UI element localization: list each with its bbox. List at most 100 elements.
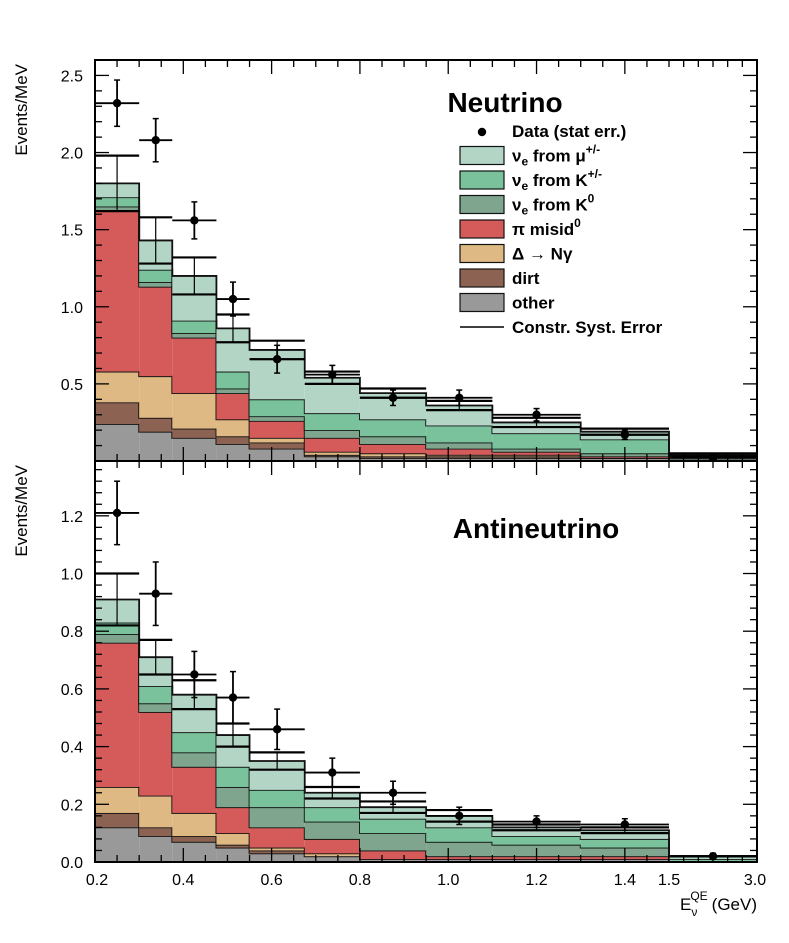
legend-swatch bbox=[459, 243, 505, 264]
data-point bbox=[190, 670, 199, 679]
bar-segment bbox=[359, 457, 427, 461]
legend-rest: from K bbox=[528, 196, 588, 215]
x-tick-label: 1.5 bbox=[658, 872, 680, 889]
x-tick-label: 0.2 bbox=[86, 872, 108, 889]
bar-segment bbox=[172, 766, 217, 813]
bar-segment bbox=[249, 850, 305, 854]
legend-entry-label: dirt bbox=[512, 269, 540, 288]
bar-segment bbox=[359, 833, 427, 851]
y-tick-label: 1.5 bbox=[61, 223, 83, 240]
data-point bbox=[112, 508, 122, 518]
bar-segment bbox=[172, 841, 217, 862]
bar-segment bbox=[216, 419, 250, 437]
bar-segment bbox=[139, 795, 173, 828]
bar-segment bbox=[95, 211, 140, 372]
y-tick-label: 0.2 bbox=[61, 797, 83, 814]
bar-segment bbox=[304, 792, 360, 808]
data-point bbox=[455, 811, 464, 821]
y-tick-label: 1.0 bbox=[61, 567, 83, 584]
bar-segment bbox=[139, 417, 173, 432]
data-point bbox=[532, 817, 541, 826]
x-tick-label: 0.4 bbox=[172, 872, 194, 889]
x-title-unit: (GeV) bbox=[712, 895, 757, 914]
legend-sup: 0 bbox=[588, 192, 595, 206]
data-point bbox=[228, 693, 238, 702]
legend-symbol: π bbox=[512, 220, 525, 239]
bar-segment bbox=[304, 456, 360, 461]
bar-segment bbox=[580, 838, 669, 848]
data-point bbox=[620, 430, 630, 439]
series--e-from-k- bbox=[95, 621, 757, 862]
bar-segment bbox=[95, 402, 140, 424]
bar-segment bbox=[359, 436, 427, 445]
data-point bbox=[151, 589, 160, 598]
y-axis: 0.0 0.2 0.4 0.6 0.8 1.0 1.2 bbox=[61, 469, 757, 872]
bar-segment bbox=[216, 766, 250, 787]
neutrino-panel: 0.5 1.0 1.5 2.0 2.5 Events/MeV Neutrino bbox=[12, 59, 758, 463]
bar-segment bbox=[172, 320, 217, 333]
legend-entry-label: other bbox=[512, 294, 555, 313]
panel-title: Antineutrino bbox=[453, 513, 619, 544]
bar-segment bbox=[304, 413, 360, 431]
bar-segment bbox=[139, 376, 173, 418]
bar-segment bbox=[216, 436, 250, 445]
data-point bbox=[190, 216, 199, 225]
legend-rest: from K bbox=[528, 171, 588, 190]
legend-entry-label: νe from K0 bbox=[512, 192, 595, 218]
x-tick-label: 1.2 bbox=[525, 872, 547, 889]
bar-segment bbox=[172, 732, 217, 753]
legend-entry-label: νe from K+/- bbox=[512, 167, 602, 193]
legend-sup: +/- bbox=[586, 143, 600, 157]
legend-swatch bbox=[459, 145, 505, 166]
bar-segment bbox=[359, 419, 427, 437]
bar-segment bbox=[95, 812, 140, 828]
bar-segment bbox=[304, 838, 360, 854]
bar-segment bbox=[426, 856, 493, 860]
data-point bbox=[272, 725, 282, 734]
legend-data-marker bbox=[477, 127, 487, 137]
legend-swatch bbox=[459, 170, 505, 190]
bar-segment bbox=[216, 393, 250, 420]
legend-symbol: dirt bbox=[512, 269, 540, 288]
legend-entry-label: Δ → Nγ bbox=[512, 245, 573, 264]
x-axis: 0.2 0.4 0.6 0.8 1.0 1.2 1.4 1.5 3.0 Eν QE (GeV) bbox=[86, 872, 766, 919]
bar-segment bbox=[580, 830, 669, 839]
x-ticks bbox=[94, 461, 743, 862]
y-axis-title: Events/MeV bbox=[12, 464, 31, 556]
bar-segment bbox=[492, 836, 581, 845]
bar-segment bbox=[249, 789, 305, 808]
bar-segment bbox=[216, 847, 250, 862]
y-tick-label: 1.0 bbox=[61, 300, 83, 317]
legend-symbol: other bbox=[512, 294, 555, 313]
data-point bbox=[328, 768, 337, 777]
bar-segment bbox=[304, 853, 360, 857]
bar-segment bbox=[172, 337, 217, 394]
x-tick-label: 3.0 bbox=[744, 872, 766, 889]
legend-sub: e bbox=[521, 155, 528, 169]
legend-entry-label: π misid0 bbox=[512, 216, 581, 239]
bar-segment bbox=[304, 437, 360, 452]
legend-rest: from μ bbox=[528, 147, 586, 166]
x-ticks bbox=[94, 60, 743, 461]
bar-segment bbox=[95, 642, 140, 787]
bar-segment bbox=[492, 433, 581, 449]
bar-segment bbox=[359, 818, 427, 834]
legend-swatch bbox=[459, 219, 505, 239]
legend-rest: misid bbox=[525, 220, 574, 239]
data-point bbox=[455, 393, 464, 402]
legend-symbol: Δ → Nγ bbox=[512, 245, 573, 264]
legend-swatch bbox=[459, 292, 505, 313]
bar-segment bbox=[304, 856, 360, 862]
bar-segment bbox=[359, 453, 427, 457]
y-tick-label: 0.8 bbox=[61, 624, 83, 641]
bar-segment bbox=[249, 853, 305, 862]
bar-segment bbox=[139, 282, 173, 287]
y-axis: 0.5 1.0 1.5 2.0 2.5 bbox=[61, 59, 757, 462]
bar-segment bbox=[139, 827, 173, 837]
bar-segment bbox=[139, 286, 173, 377]
antineutrino-panel: 0.0 0.2 0.4 0.6 0.8 1.0 1.2 Events/MeV Antineutr… bbox=[12, 460, 758, 872]
legend-symbol: ν bbox=[512, 196, 521, 215]
y-tick-label: 2.5 bbox=[61, 68, 83, 85]
bar-segment bbox=[139, 431, 173, 461]
bar-segment bbox=[249, 399, 305, 417]
